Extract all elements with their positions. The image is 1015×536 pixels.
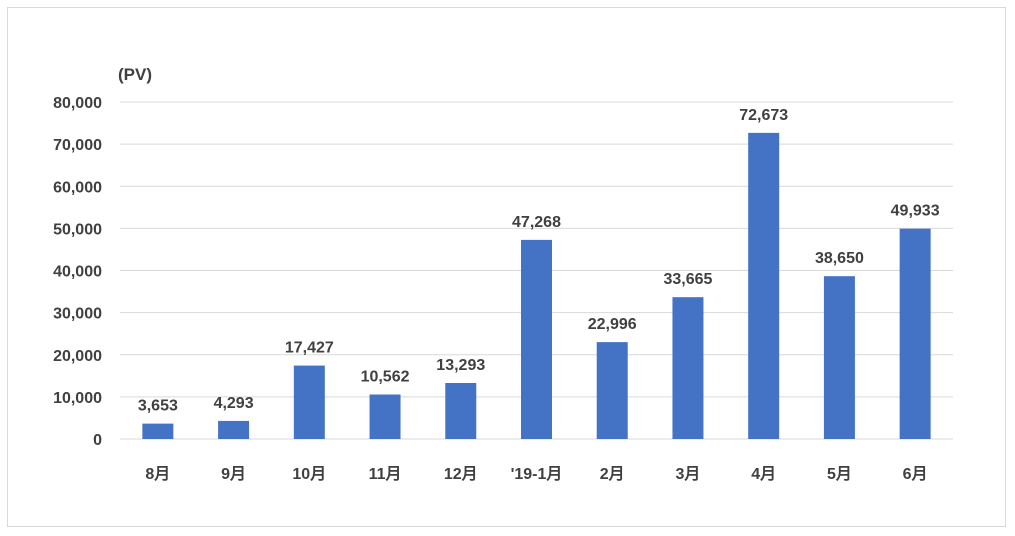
y-tick-label: 20,000 xyxy=(53,348,102,365)
data-label: 3,653 xyxy=(138,398,178,415)
bar xyxy=(672,297,704,439)
x-tick-label: 4月 xyxy=(751,465,776,483)
x-tick-label: '19-1月 xyxy=(511,465,563,483)
y-tick-label: 70,000 xyxy=(53,137,102,154)
data-labels: 3,653 4,293 17,427 10,562 13,293 47,268 22,996… xyxy=(138,107,940,415)
y-tick-label: 60,000 xyxy=(53,179,102,196)
y-axis-tick-labels: 0 10,000 20,000 30,000 40,000 50,000 60,000 70,… xyxy=(53,95,102,449)
data-label: 72,673 xyxy=(739,107,788,124)
y-tick-label: 40,000 xyxy=(53,264,102,281)
y-tick-label: 80,000 xyxy=(53,95,102,112)
y-tick-label: 30,000 xyxy=(53,306,102,323)
x-tick-label: 5月 xyxy=(827,465,852,483)
x-axis-tick-labels: 8月 9月 10月 11月 12月 '19-1月 2月 3月 4月 5月 6月 xyxy=(145,465,927,483)
bar xyxy=(748,132,780,439)
data-label: 4,293 xyxy=(214,395,254,412)
x-tick-label: 12月 xyxy=(444,465,478,483)
bar xyxy=(445,383,477,439)
data-label: 47,268 xyxy=(512,214,561,231)
data-label: 22,996 xyxy=(588,316,637,333)
x-tick-label: 11月 xyxy=(369,465,402,483)
y-axis-unit-label: (PV) xyxy=(118,65,152,84)
y-tick-label: 50,000 xyxy=(53,221,102,238)
bars xyxy=(142,132,931,439)
x-tick-label: 2月 xyxy=(600,465,625,483)
bar xyxy=(218,420,250,439)
bar xyxy=(596,342,628,439)
bar xyxy=(823,276,855,439)
data-label: 13,293 xyxy=(436,357,485,374)
data-label: 33,665 xyxy=(663,271,712,288)
bar xyxy=(142,423,174,439)
data-label: 38,650 xyxy=(815,250,864,267)
data-label: 49,933 xyxy=(891,203,940,220)
gridlines xyxy=(120,101,953,440)
bar xyxy=(521,239,552,439)
y-tick-label: 10,000 xyxy=(53,390,102,407)
chart-frame xyxy=(7,7,1006,527)
data-label: 10,562 xyxy=(361,369,410,386)
bar xyxy=(369,394,401,439)
x-tick-label: 6月 xyxy=(903,465,928,483)
y-tick-label: 0 xyxy=(93,432,102,449)
bar xyxy=(899,228,931,439)
bar xyxy=(293,365,325,439)
x-tick-label: 10月 xyxy=(292,465,326,483)
x-tick-label: 8月 xyxy=(145,465,170,483)
x-tick-label: 9月 xyxy=(221,465,246,483)
x-tick-label: 3月 xyxy=(676,465,701,483)
data-label: 17,427 xyxy=(285,340,334,357)
